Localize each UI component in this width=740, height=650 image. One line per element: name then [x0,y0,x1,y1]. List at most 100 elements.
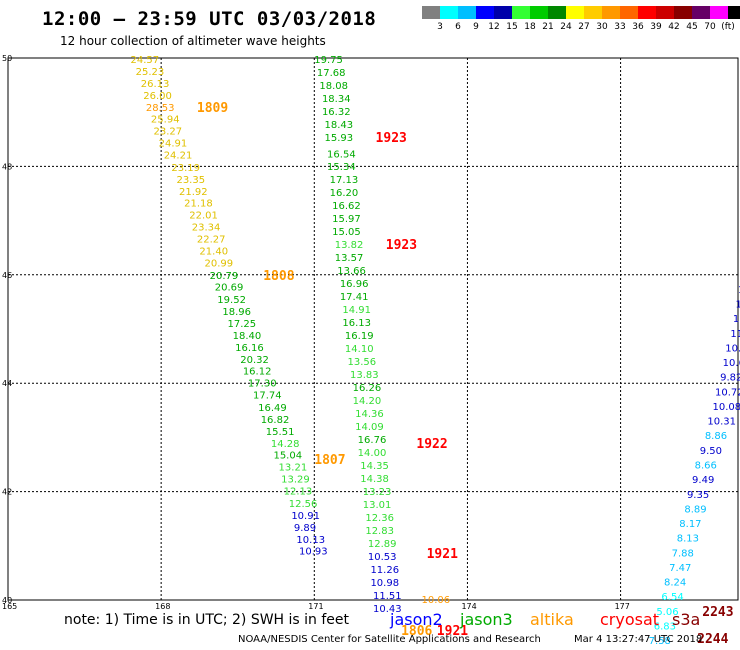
y-tick-label: 46 [2,271,12,280]
swh-value-label: 25.23 [136,67,165,78]
swh-value-label: 10.93 [299,547,328,558]
y-tick-label: 44 [2,379,12,388]
swh-value-label: 23.19 [171,163,200,174]
color-swatch [440,6,458,19]
swh-value-label: 9.89 [294,523,316,534]
swh-value-label: 23.27 [153,127,182,138]
swh-value-label: 9.49 [692,475,714,486]
swh-value-label: 6.54 [661,592,683,603]
swh-value-label: 17.25 [228,319,257,330]
swh-value-label: 13.66 [337,266,366,277]
swh-value-label: 5.06 [656,607,678,618]
swh-value-label: 12.89 [368,539,397,550]
swh-value-label: 14.00 [358,448,387,459]
swh-value-label: 14.38 [360,474,389,485]
color-scale-label: 3 [437,22,443,32]
pass-time-label: 1806 [401,624,432,639]
swh-value-label: 16.16 [235,343,264,354]
swh-value-label: 8.24 [664,578,686,589]
color-scale [422,6,740,19]
swh-value-label: 17.74 [253,391,282,402]
y-tick-label: 40 [2,596,12,605]
x-tick-label: 177 [615,602,630,611]
swh-value-label: 9.35 [687,490,709,501]
color-swatch [476,6,494,19]
swh-value-label: 18.34 [322,94,351,105]
swh-value-label: 7.47 [669,563,691,574]
chart-subtitle: 12 hour collection of altimeter wave hei… [60,34,326,48]
swh-value-label: 25.94 [151,115,180,126]
swh-value-label: 21.92 [179,187,208,198]
pass-time-label: 1809 [197,101,228,116]
swh-value-label: 11.11 [735,300,740,311]
swh-value-label: 13.29 [281,475,310,486]
footer-timestamp: Mar 4 13:27:47 UTC 2018 [574,634,703,645]
swh-value-label: 13.83 [350,370,379,381]
chart-title: 12:00 – 23:59 UTC 03/03/2018 [42,8,377,30]
legend-cryosat: cryosat [600,610,660,629]
swh-value-label: 16.62 [332,201,361,212]
swh-value-label: 8.13 [677,534,699,545]
swh-value-label: 15.97 [332,214,361,225]
color-scale-label: 27 [578,22,590,32]
swh-value-label: 10.98 [725,343,740,354]
swh-value-label: 16.13 [342,318,371,329]
pass-time-label: 1807 [314,453,345,468]
pass-time-label: 1921 [427,547,458,562]
swh-value-label: 13.21 [279,463,308,474]
color-scale-label: 45 [686,22,698,32]
swh-value-label: 16.49 [258,403,287,414]
legend-altika: altika [530,610,574,629]
swh-value-label: 17.41 [340,292,369,303]
swh-value-label: 10.06 [421,595,450,606]
swh-value-label: 11.61 [733,314,740,325]
swh-value-label: 17.30 [248,379,277,390]
color-swatch [548,6,566,19]
color-scale-label: 39 [650,22,662,32]
swh-value-label: 15.05 [332,227,361,238]
pass-time-label: 1923 [376,131,407,146]
swh-value-label: 6.83 [654,621,676,632]
swh-value-label: 16.82 [261,415,290,426]
pass-time-label: 1921 [437,624,468,639]
swh-value-label: 16.12 [243,367,272,378]
swh-value-label: 10.13 [296,535,325,546]
color-swatch [656,6,674,19]
swh-value-label: 11.50 [738,285,740,296]
color-swatch [530,6,548,19]
color-swatch [728,6,740,19]
color-swatch [602,6,620,19]
swh-value-label: 16.20 [330,188,359,199]
color-scale-label: 70 [704,22,716,32]
color-scale-label: 36 [632,22,644,32]
color-swatch [512,6,530,19]
swh-value-label: 11.12 [730,329,740,340]
color-scale-label: 24 [560,22,572,32]
pass-time-label: 1923 [386,238,417,253]
swh-value-label: 9.82 [720,373,740,384]
color-swatch [494,6,512,19]
swh-value-label: 15.51 [266,427,295,438]
x-tick-label: 171 [308,602,323,611]
swh-value-label: 7.58 [649,636,671,647]
y-tick-label: 50 [2,54,12,63]
color-swatch [584,6,602,19]
swh-value-label: 24.21 [164,150,193,161]
swh-value-label: 10.72 [715,387,740,398]
swh-value-label: 14.20 [353,396,382,407]
legend-jason3: jason3 [460,610,513,629]
swh-value-label: 16.76 [358,435,387,446]
swh-value-label: 14.35 [360,461,389,472]
swh-value-label: 16.96 [340,279,369,290]
swh-value-label: 18.40 [233,331,262,342]
color-scale-label: 6 [455,22,461,32]
color-scale-label: 30 [596,22,608,32]
swh-value-label: 15.34 [327,162,356,173]
swh-value-label: 24.57 [131,55,160,66]
pass-time-label: 2244 [697,632,728,647]
swh-value-label: 21.40 [199,246,228,257]
legend-jason2: jason2 [390,610,443,629]
color-swatch [422,6,440,19]
swh-value-label: 13.82 [335,240,364,251]
